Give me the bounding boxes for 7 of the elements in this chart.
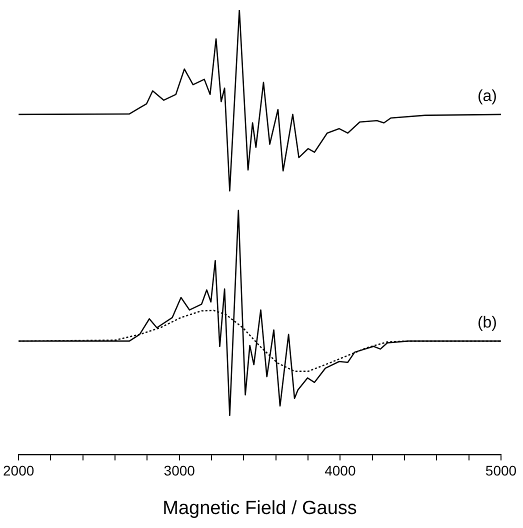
series-label: (a)	[477, 88, 497, 105]
series-label: (b)	[477, 314, 497, 332]
x-tick-label: 4000	[324, 462, 356, 479]
x-axis-title: Magnetic Field / Gauss	[162, 498, 357, 519]
x-tick-label: 3000	[164, 462, 196, 479]
x-tick-label: 5000	[485, 462, 517, 479]
x-tick-label: 2000	[2, 462, 34, 479]
